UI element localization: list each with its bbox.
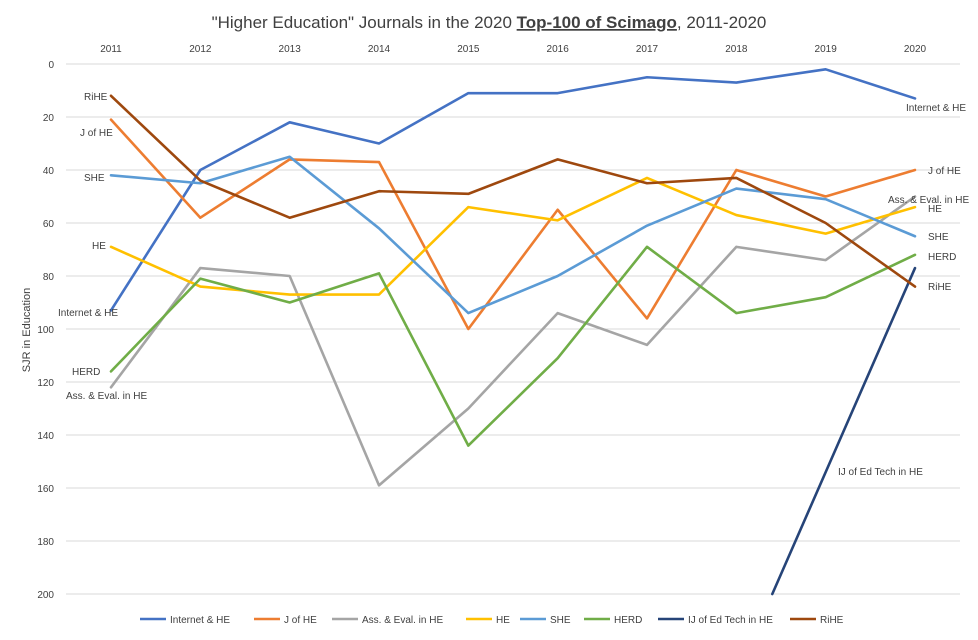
label-left-she: SHE: [84, 173, 105, 184]
x-tick-2014: 2014: [368, 44, 391, 55]
series-line-she: [109, 155, 917, 315]
series-line-rihe: [109, 94, 917, 288]
y-axis-title: SJR in Education: [21, 288, 33, 372]
series-line-ij-of-ed-tech-in-he: [770, 266, 917, 596]
x-tick-labels: 2011 2012 2013 2014 2015 2016 2017 2018 2019 2020: [100, 44, 926, 55]
grid-lines: [66, 63, 960, 595]
label-right-herd: HERD: [928, 252, 956, 263]
y-tick-140: 140: [37, 431, 54, 442]
y-tick-60: 60: [43, 219, 55, 230]
x-tick-2011: 2011: [100, 44, 122, 55]
y-tick-labels: 0 20 40 60 80 100 120 140 160 180 200: [37, 60, 54, 601]
label-left-ass-eval-in-he: Ass. & Eval. in HE: [66, 391, 147, 402]
legend-label-j-of-he: J of HE: [284, 615, 317, 626]
x-tick-2015: 2015: [457, 44, 480, 55]
legend-label-ij-of-ed-tech-in-he: IJ of Ed Tech in HE: [688, 615, 773, 626]
legend-label-rihe: RiHE: [820, 615, 844, 626]
y-tick-0: 0: [48, 60, 54, 71]
label-left-internet-he: Internet & HE: [58, 308, 118, 319]
series-line-ass-eval-in-he: [109, 195, 917, 487]
title-part-3: , 2011-2020: [677, 13, 766, 32]
y-tick-180: 180: [37, 537, 54, 548]
y-tick-200: 200: [37, 590, 54, 601]
label-right-she: SHE: [928, 232, 949, 243]
label-right-ass-eval-in-he: Ass. & Eval. in HE: [888, 195, 969, 206]
label-right-j-of-he: J of HE: [928, 166, 961, 177]
x-tick-2020: 2020: [904, 44, 927, 55]
label-left-herd: HERD: [72, 367, 100, 378]
x-tick-2012: 2012: [189, 44, 212, 55]
label-right-internet-he: Internet & HE: [906, 103, 966, 114]
series-labels: Internet & HE Internet & HE J of HE J of HE…: [58, 92, 969, 478]
chart-title: "Higher Education" Journals in the 2020 …: [212, 13, 767, 32]
label-left-he: HE: [92, 241, 106, 252]
x-tick-2017: 2017: [636, 44, 659, 55]
label-left-j-of-he: J of HE: [80, 128, 113, 139]
legend: Internet & HE J of HE Ass. & Eval. in HE HE…: [140, 615, 844, 626]
y-tick-100: 100: [37, 325, 54, 336]
y-tick-40: 40: [43, 166, 55, 177]
label-left-rihe: RiHE: [84, 92, 108, 103]
x-tick-2016: 2016: [547, 44, 570, 55]
series-lines: [109, 68, 917, 596]
label-right-rihe: RiHE: [928, 282, 952, 293]
label-mid-ij-of-ed-tech-in-he: IJ of Ed Tech in HE: [838, 467, 923, 478]
title-part-2: Top-100 of Scimago: [517, 13, 677, 32]
title-part-1: "Higher Education" Journals in the 2020: [212, 13, 517, 32]
y-tick-20: 20: [43, 113, 55, 124]
y-tick-160: 160: [37, 484, 54, 495]
y-tick-80: 80: [43, 272, 55, 283]
label-right-he: HE: [928, 204, 942, 215]
legend-label-herd: HERD: [614, 615, 642, 626]
legend-label-ass-eval-in-he: Ass. & Eval. in HE: [362, 615, 443, 626]
x-tick-2019: 2019: [815, 44, 838, 55]
x-tick-2013: 2013: [279, 44, 302, 55]
legend-label-he: HE: [496, 615, 510, 626]
series-line-internet-he: [109, 68, 917, 312]
series-line-herd: [109, 245, 917, 447]
series-line-j-of-he: [109, 118, 917, 331]
x-tick-2018: 2018: [725, 44, 748, 55]
legend-label-internet-he: Internet & HE: [170, 615, 230, 626]
y-tick-120: 120: [37, 378, 54, 389]
legend-label-she: SHE: [550, 615, 571, 626]
